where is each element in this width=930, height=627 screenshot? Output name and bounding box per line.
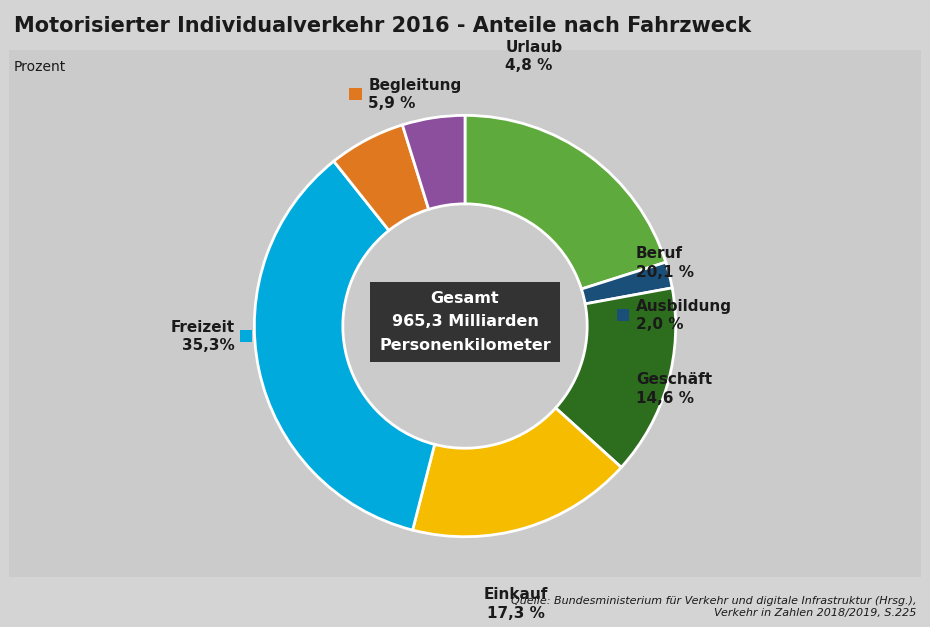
- Wedge shape: [334, 125, 429, 231]
- Wedge shape: [465, 115, 666, 289]
- Bar: [617, 256, 630, 269]
- Text: Prozent: Prozent: [14, 60, 66, 73]
- Bar: [9, 50, 921, 577]
- Text: Begleitung
5,9 %: Begleitung 5,9 %: [368, 78, 461, 111]
- Text: Einkauf
17,3 %: Einkauf 17,3 %: [484, 587, 548, 621]
- Text: Urlaub
4,8 %: Urlaub 4,8 %: [505, 40, 563, 73]
- Text: Ausbildung
2,0 %: Ausbildung 2,0 %: [636, 298, 732, 332]
- Bar: [486, 50, 498, 62]
- Wedge shape: [555, 288, 676, 467]
- Text: Freizeit
35,3%: Freizeit 35,3%: [171, 320, 235, 354]
- Wedge shape: [254, 161, 434, 530]
- Bar: [240, 330, 252, 342]
- Wedge shape: [403, 115, 465, 209]
- Wedge shape: [413, 408, 621, 537]
- Bar: [497, 598, 509, 610]
- Text: Geschäft
14,6 %: Geschäft 14,6 %: [636, 372, 712, 406]
- Wedge shape: [581, 262, 672, 304]
- Text: Beruf
20,1 %: Beruf 20,1 %: [636, 246, 694, 280]
- Bar: [349, 88, 362, 100]
- Text: Gesamt
965,3 Milliarden
Personenkilometer: Gesamt 965,3 Milliarden Personenkilomete…: [379, 291, 551, 353]
- Text: Motorisierter Individualverkehr 2016 - Anteile nach Fahrzweck: Motorisierter Individualverkehr 2016 - A…: [14, 16, 751, 36]
- Text: Quelle: Bundesministerium für Verkehr und digitale Infrastruktur (Hrsg.),
Verkeh: Quelle: Bundesministerium für Verkehr un…: [511, 596, 916, 618]
- Bar: [617, 309, 630, 322]
- Bar: [617, 382, 630, 395]
